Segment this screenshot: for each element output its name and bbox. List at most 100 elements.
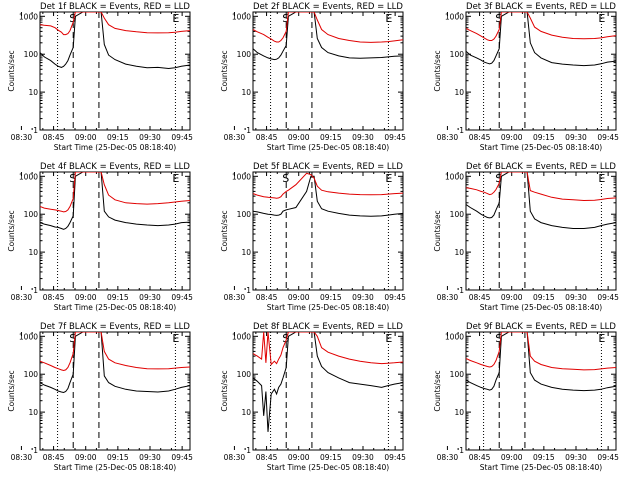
y-tick-label: 1000: [19, 172, 38, 181]
panel-det-3: Det 3f BLACK = Events, RED = LLD 1 10 100 10…: [433, 2, 619, 152]
events-series-line: [253, 12, 403, 61]
x-tick-label: 08:30: [224, 133, 246, 142]
x-tick-label: 09:15: [107, 453, 129, 462]
y-tick-label: 1: [33, 446, 38, 455]
x-tick-label: 09:15: [107, 293, 129, 302]
panel-title: Det 1f BLACK = Events, RED = LLD: [40, 2, 190, 12]
start-marker: S: [495, 172, 502, 185]
panel-det-4: Det 4f BLACK = Events, RED = LLD 1 10 100 10…: [7, 162, 193, 312]
start-marker: S: [69, 332, 76, 345]
y-tick-label: 10: [28, 88, 38, 97]
y-tick-label: 1000: [232, 12, 251, 21]
plot-frame: [465, 171, 617, 291]
x-axis-label: Start Time (25-Dec-05 08:18:40): [54, 143, 176, 152]
x-tick-label: 09:15: [320, 133, 342, 142]
y-tick-label: 1: [459, 286, 464, 295]
events-series-line: [40, 12, 190, 70]
panel-det-5: Det 5f BLACK = Events, RED = LLD 1 10 100 10…: [220, 162, 406, 312]
y-axis-label: Counts/sec: [433, 370, 442, 411]
x-tick-label: 08:30: [224, 293, 246, 302]
end-marker: E: [172, 12, 179, 25]
start-marker: S: [495, 12, 502, 25]
events-series-line: [466, 172, 616, 229]
y-tick-label: 1000: [232, 172, 251, 181]
x-axis-label: Start Time (25-Dec-05 08:18:40): [480, 303, 602, 312]
x-tick-label: 09:30: [352, 293, 374, 302]
y-tick-label: 10: [28, 408, 38, 417]
start-marker: S: [282, 172, 289, 185]
panel-det-8: Det 8f BLACK = Events, RED = LLD 1 10 100 10…: [220, 322, 406, 472]
plot-frame: [39, 331, 191, 451]
panel-title: Det 3f BLACK = Events, RED = LLD: [466, 2, 616, 12]
x-tick-label: 09:30: [565, 133, 587, 142]
y-axis-label: Counts/sec: [220, 50, 229, 91]
x-tick-label: 09:00: [288, 453, 310, 462]
x-tick-label: 09:15: [533, 293, 555, 302]
x-tick-label: 09:15: [533, 453, 555, 462]
plot-frame: [252, 11, 404, 131]
x-tick-label: 08:45: [469, 133, 491, 142]
x-tick-label: 08:30: [437, 453, 459, 462]
end-marker: E: [385, 172, 392, 185]
x-axis-label: Start Time (25-Dec-05 08:18:40): [267, 463, 389, 472]
y-tick-label: 1: [246, 286, 251, 295]
x-tick-label: 09:00: [75, 133, 97, 142]
start-marker: S: [495, 332, 502, 345]
panel-title: Det 2f BLACK = Events, RED = LLD: [253, 2, 403, 12]
x-tick-label: 08:45: [256, 133, 278, 142]
lld-series-line: [466, 12, 616, 41]
x-tick-label: 09:00: [288, 133, 310, 142]
x-tick-label: 09:00: [75, 453, 97, 462]
y-tick-label: 1000: [445, 332, 464, 341]
y-tick-label: 100: [450, 370, 465, 379]
panel-det-9: Det 9f BLACK = Events, RED = LLD 1 10 100 10…: [433, 322, 619, 472]
x-tick-label: 08:30: [437, 133, 459, 142]
y-tick-label: 100: [237, 210, 252, 219]
x-tick-label: 09:30: [565, 293, 587, 302]
x-tick-label: 09:45: [171, 133, 193, 142]
x-tick-label: 09:00: [501, 293, 523, 302]
x-tick-label: 09:30: [139, 133, 161, 142]
x-tick-label: 09:45: [171, 453, 193, 462]
x-tick-label: 08:45: [43, 133, 65, 142]
y-axis-label: Counts/sec: [433, 210, 442, 251]
events-series-line: [40, 332, 190, 394]
x-tick-label: 09:15: [533, 133, 555, 142]
y-tick-label: 10: [241, 408, 251, 417]
start-marker: S: [282, 12, 289, 25]
lld-series-line: [40, 172, 190, 213]
y-tick-label: 1000: [445, 172, 464, 181]
x-tick-label: 09:00: [75, 293, 97, 302]
y-axis-label: Counts/sec: [7, 210, 16, 251]
lld-series-line: [253, 12, 403, 43]
end-marker: E: [598, 172, 605, 185]
x-tick-label: 09:30: [352, 453, 374, 462]
y-tick-label: 10: [454, 248, 464, 257]
events-series-line: [253, 175, 403, 217]
y-tick-label: 1000: [19, 12, 38, 21]
x-tick-label: 08:45: [43, 453, 65, 462]
events-series-line: [466, 12, 616, 67]
y-axis-label: Counts/sec: [220, 370, 229, 411]
start-marker: S: [282, 332, 289, 345]
x-tick-label: 09:45: [384, 453, 406, 462]
y-tick-label: 1000: [19, 332, 38, 341]
y-tick-label: 1: [33, 286, 38, 295]
x-tick-label: 09:45: [171, 293, 193, 302]
lld-series-line: [253, 332, 403, 366]
x-tick-label: 09:45: [384, 293, 406, 302]
x-tick-label: 09:45: [597, 293, 619, 302]
y-tick-label: 100: [24, 370, 39, 379]
x-axis-label: Start Time (25-Dec-05 08:18:40): [267, 303, 389, 312]
lld-series-line: [466, 332, 616, 371]
y-tick-label: 1000: [445, 12, 464, 21]
lld-series-line: [253, 172, 403, 199]
y-tick-label: 100: [237, 370, 252, 379]
plot-frame: [252, 171, 404, 291]
end-marker: E: [598, 332, 605, 345]
start-marker: S: [69, 12, 76, 25]
plot-frame: [39, 171, 191, 291]
end-marker: E: [385, 12, 392, 25]
y-tick-label: 100: [24, 210, 39, 219]
end-marker: E: [172, 332, 179, 345]
